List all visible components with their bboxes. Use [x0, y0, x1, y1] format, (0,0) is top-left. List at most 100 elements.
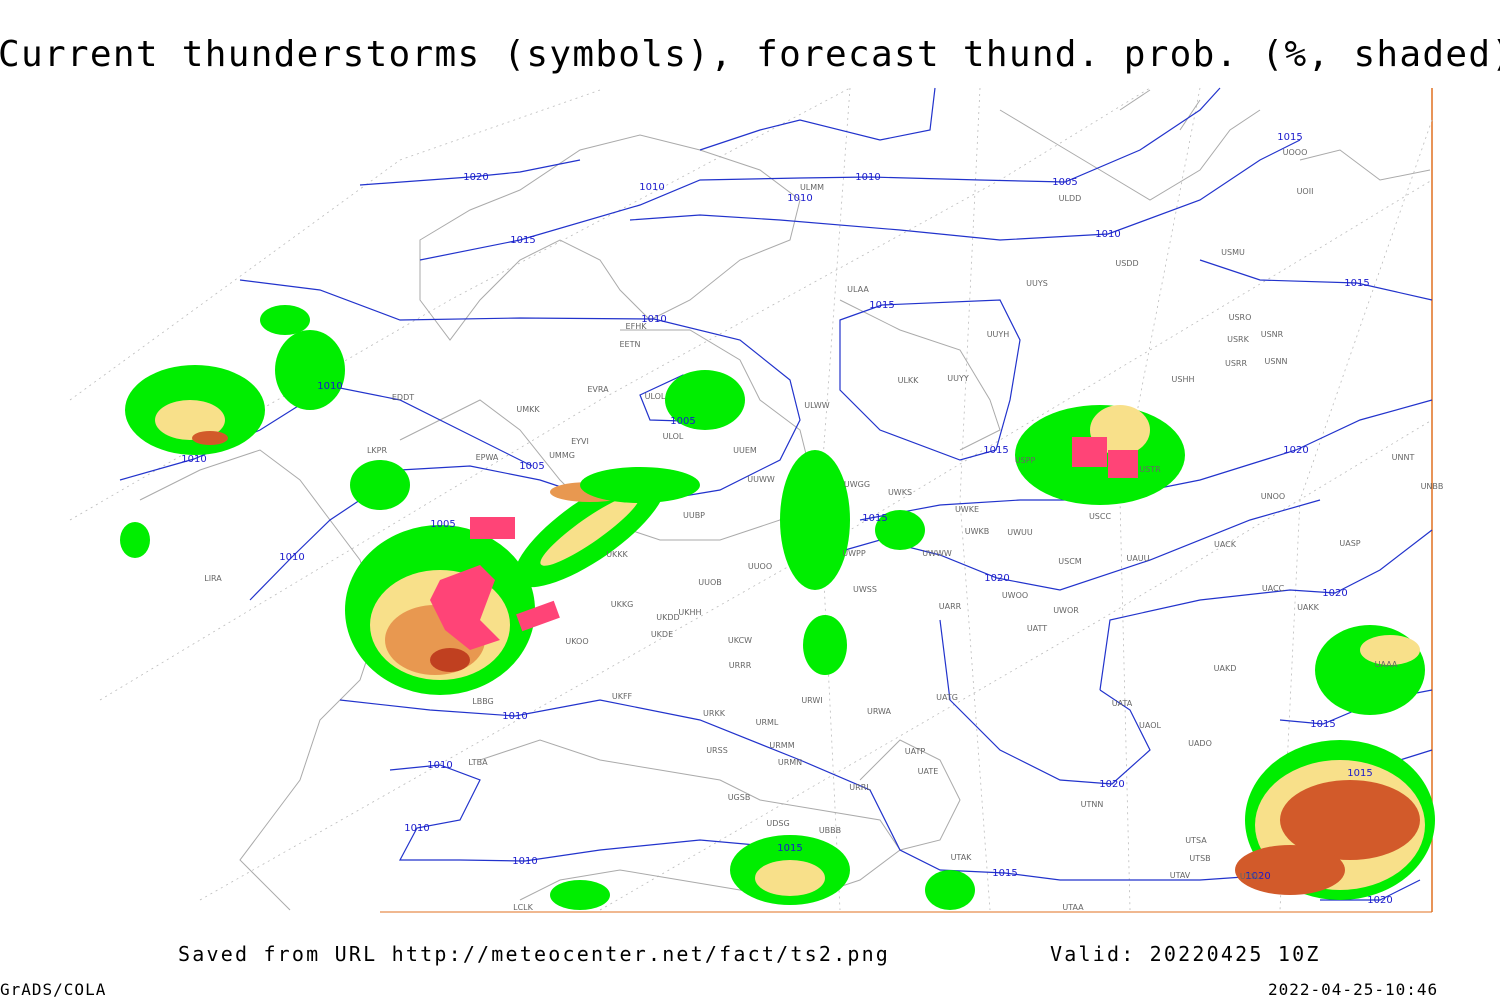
station-label: UWOR [1053, 606, 1079, 615]
station-label: URWI [801, 696, 822, 705]
station-label: UAAA [1375, 660, 1398, 669]
isobar-label: 1005 [1052, 177, 1077, 188]
isobar-label: 1020 [1245, 871, 1270, 882]
isobars [119, 87, 1433, 901]
graticule [69, 87, 1433, 911]
isobar-label: 1020 [1322, 588, 1347, 599]
isobar-label: 1005 [670, 416, 695, 427]
station-label: USPP [1015, 456, 1036, 465]
station-label: UKCW [728, 636, 752, 645]
station-label: URSS [706, 746, 728, 755]
current-thunderstorms [430, 437, 1138, 650]
isobar-label: 1010 [787, 193, 812, 204]
isobar-label: 1020 [1099, 779, 1124, 790]
station-label: UNNT [1392, 453, 1415, 462]
station-label: USRR [1225, 359, 1247, 368]
software: GrADS/COLA [0, 980, 106, 999]
source-url: Saved from URL http://meteocenter.net/fa… [178, 942, 890, 966]
station-label: UAKD [1214, 664, 1237, 673]
station-label: USMU [1221, 248, 1245, 257]
station-label: UARR [939, 602, 962, 611]
station-label: UNOO [1261, 492, 1285, 501]
station-label: EFHK [626, 322, 648, 331]
isobar-label: 1010 [1095, 229, 1120, 240]
station-label: UAOL [1139, 721, 1161, 730]
station-label: URRL [849, 783, 871, 792]
station-label: USRK [1227, 335, 1249, 344]
station-label: UBBB [819, 826, 841, 835]
station-label: USRO [1229, 313, 1252, 322]
station-label: UATG [936, 693, 958, 702]
station-label: EETN [620, 340, 641, 349]
station-label: UTNN [1081, 800, 1104, 809]
station-label: UKKK [606, 550, 628, 559]
isobar-label: 1010 [317, 381, 342, 392]
station-label: UWUU [1007, 528, 1033, 537]
isobar-label: 1015 [1344, 278, 1369, 289]
station-labels: ULMM ULDD USDD UUYS ULAA UUYH ULKK UUYY USHH USRO… [204, 148, 1443, 912]
isobar-label: 1010 [404, 823, 429, 834]
station-label: ULOL [645, 392, 666, 401]
station-label: LTBA [468, 758, 488, 767]
station-label: UUBP [683, 511, 705, 520]
isobar-label: 1015 [869, 300, 894, 311]
station-label: URMN [778, 758, 802, 767]
station-label: UTAK [951, 853, 973, 862]
station-label: UUYS [1026, 279, 1048, 288]
station-label: UMMG [549, 451, 575, 460]
isobar-label: 1010 [279, 552, 304, 563]
isobar-label: 1010 [641, 314, 666, 325]
station-label: UACK [1214, 540, 1237, 549]
station-label: USDD [1115, 259, 1138, 268]
station-label: ULDD [1059, 194, 1082, 203]
station-label: UUOB [698, 578, 722, 587]
station-label: ULMM [800, 183, 824, 192]
station-label: UWKB [965, 527, 990, 536]
isobar-label: 1020 [984, 573, 1009, 584]
station-label: UKDE [651, 630, 673, 639]
station-label: LBBG [472, 697, 494, 706]
isobar-label: 1015 [510, 235, 535, 246]
station-label: EDDT [392, 393, 414, 402]
station-label: UUWW [747, 475, 775, 484]
station-label: URWA [867, 707, 892, 716]
isobar-label: 1015 [862, 513, 887, 524]
station-label: UTSA [1185, 836, 1207, 845]
station-label: UWSS [853, 585, 877, 594]
map-frame [380, 88, 1433, 913]
valid-time: Valid: 20220425 10Z [1050, 942, 1321, 966]
station-label: EVRA [587, 385, 609, 394]
station-label: URMM [769, 741, 794, 750]
isobar-label: 1010 [639, 182, 664, 193]
station-label: UTAA [1062, 903, 1084, 912]
station-label: UOII [1297, 187, 1314, 196]
station-label: UADO [1188, 739, 1212, 748]
station-label: UASP [1339, 539, 1360, 548]
isobar-label: 1005 [519, 461, 544, 472]
isobar-label: 1010 [427, 760, 452, 771]
isobar-label: 1020 [1367, 895, 1392, 906]
station-label: ULKK [898, 376, 920, 385]
station-label: USNR [1261, 330, 1284, 339]
timestamp: 2022-04-25-10:46 [1268, 980, 1438, 999]
isobar-label: 1020 [463, 172, 488, 183]
station-label: UKKG [611, 600, 634, 609]
station-label: USNN [1265, 357, 1288, 366]
station-label: UWPP [842, 549, 866, 558]
isobar-label: 1015 [983, 445, 1008, 456]
isobar-label: 1005 [430, 519, 455, 530]
station-label: EPWA [476, 453, 499, 462]
station-label: UAUU [1126, 554, 1149, 563]
map-title: Current thunderstorms (symbols), forecas… [0, 34, 1500, 75]
station-label: UATE [918, 767, 939, 776]
station-label: UATP [905, 747, 926, 756]
station-label: USTR [1139, 465, 1161, 474]
station-label: USCM [1058, 557, 1082, 566]
isobar-label: 1010 [855, 172, 880, 183]
station-label: UUEM [733, 446, 757, 455]
isobar-label: 1015 [992, 868, 1017, 879]
station-label: UWKS [888, 488, 912, 497]
station-label: UTAV [1170, 871, 1191, 880]
station-label: UWGG [844, 480, 870, 489]
isobar-label: 1010 [181, 454, 206, 465]
